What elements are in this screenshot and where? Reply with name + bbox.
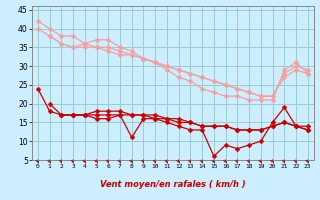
X-axis label: Vent moyen/en rafales ( km/h ): Vent moyen/en rafales ( km/h ) [100,180,246,189]
